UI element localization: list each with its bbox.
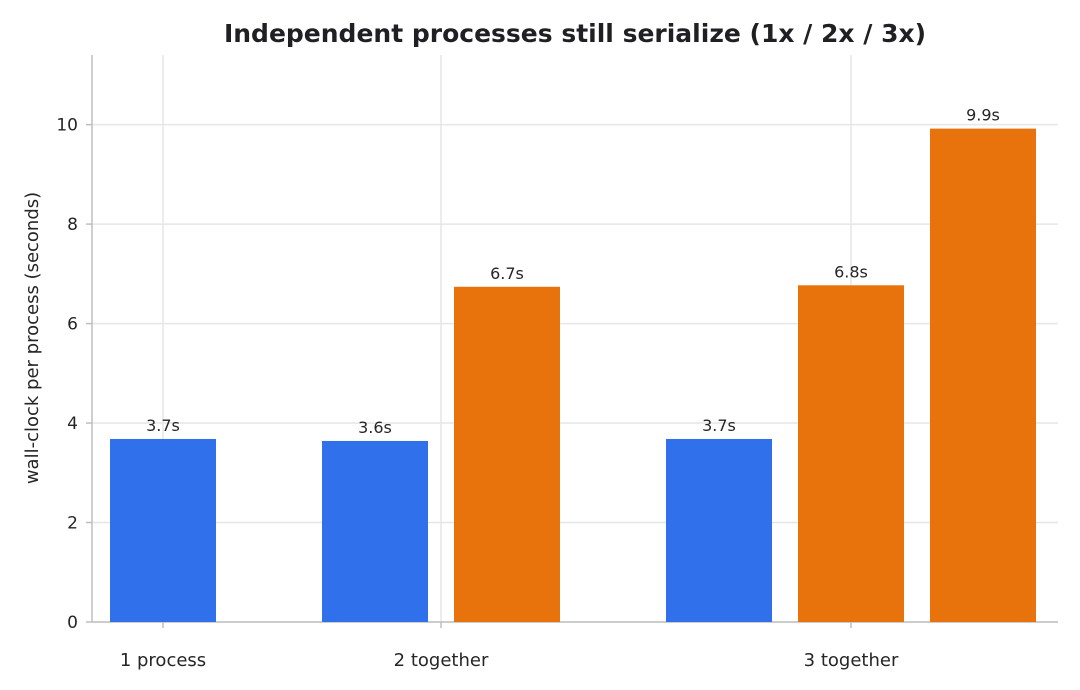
x-tick-label: 3 together [804,650,899,671]
ticks: 0 2 4 6 8 10 1 process 2 together 3 together [56,116,899,671]
bar [798,285,904,622]
bar [454,286,560,622]
bars [110,128,1036,622]
y-axis-label: wall-clock per process (seconds) [22,192,43,484]
chart-title: Independent processes still serialize (1… [224,19,926,48]
y-tick-label: 8 [67,215,78,235]
bar [930,128,1036,622]
y-tick-label: 2 [67,514,78,534]
bar-value-label: 3.6s [358,418,392,437]
axes [91,55,1058,623]
bar-value-label: 3.7s [146,416,180,435]
y-tick-label: 0 [67,613,78,633]
y-tick-label: 4 [67,414,78,434]
bar-value-label: 6.8s [834,262,868,281]
grid [92,55,1058,623]
bar [110,438,216,622]
bar-value-label: 9.9s [966,106,1000,125]
data-labels: 3.7s 3.6s 6.7s 3.7s 6.8s 9.9s [146,106,1000,437]
bar-value-label: 3.7s [702,416,736,435]
y-tick-label: 6 [67,315,78,335]
bar [666,438,772,622]
y-tick-label: 10 [56,116,78,136]
x-tick-label: 1 process [120,650,206,671]
x-tick-label: 2 together [394,650,489,671]
bar-value-label: 6.7s [490,264,524,283]
bar [322,440,428,622]
